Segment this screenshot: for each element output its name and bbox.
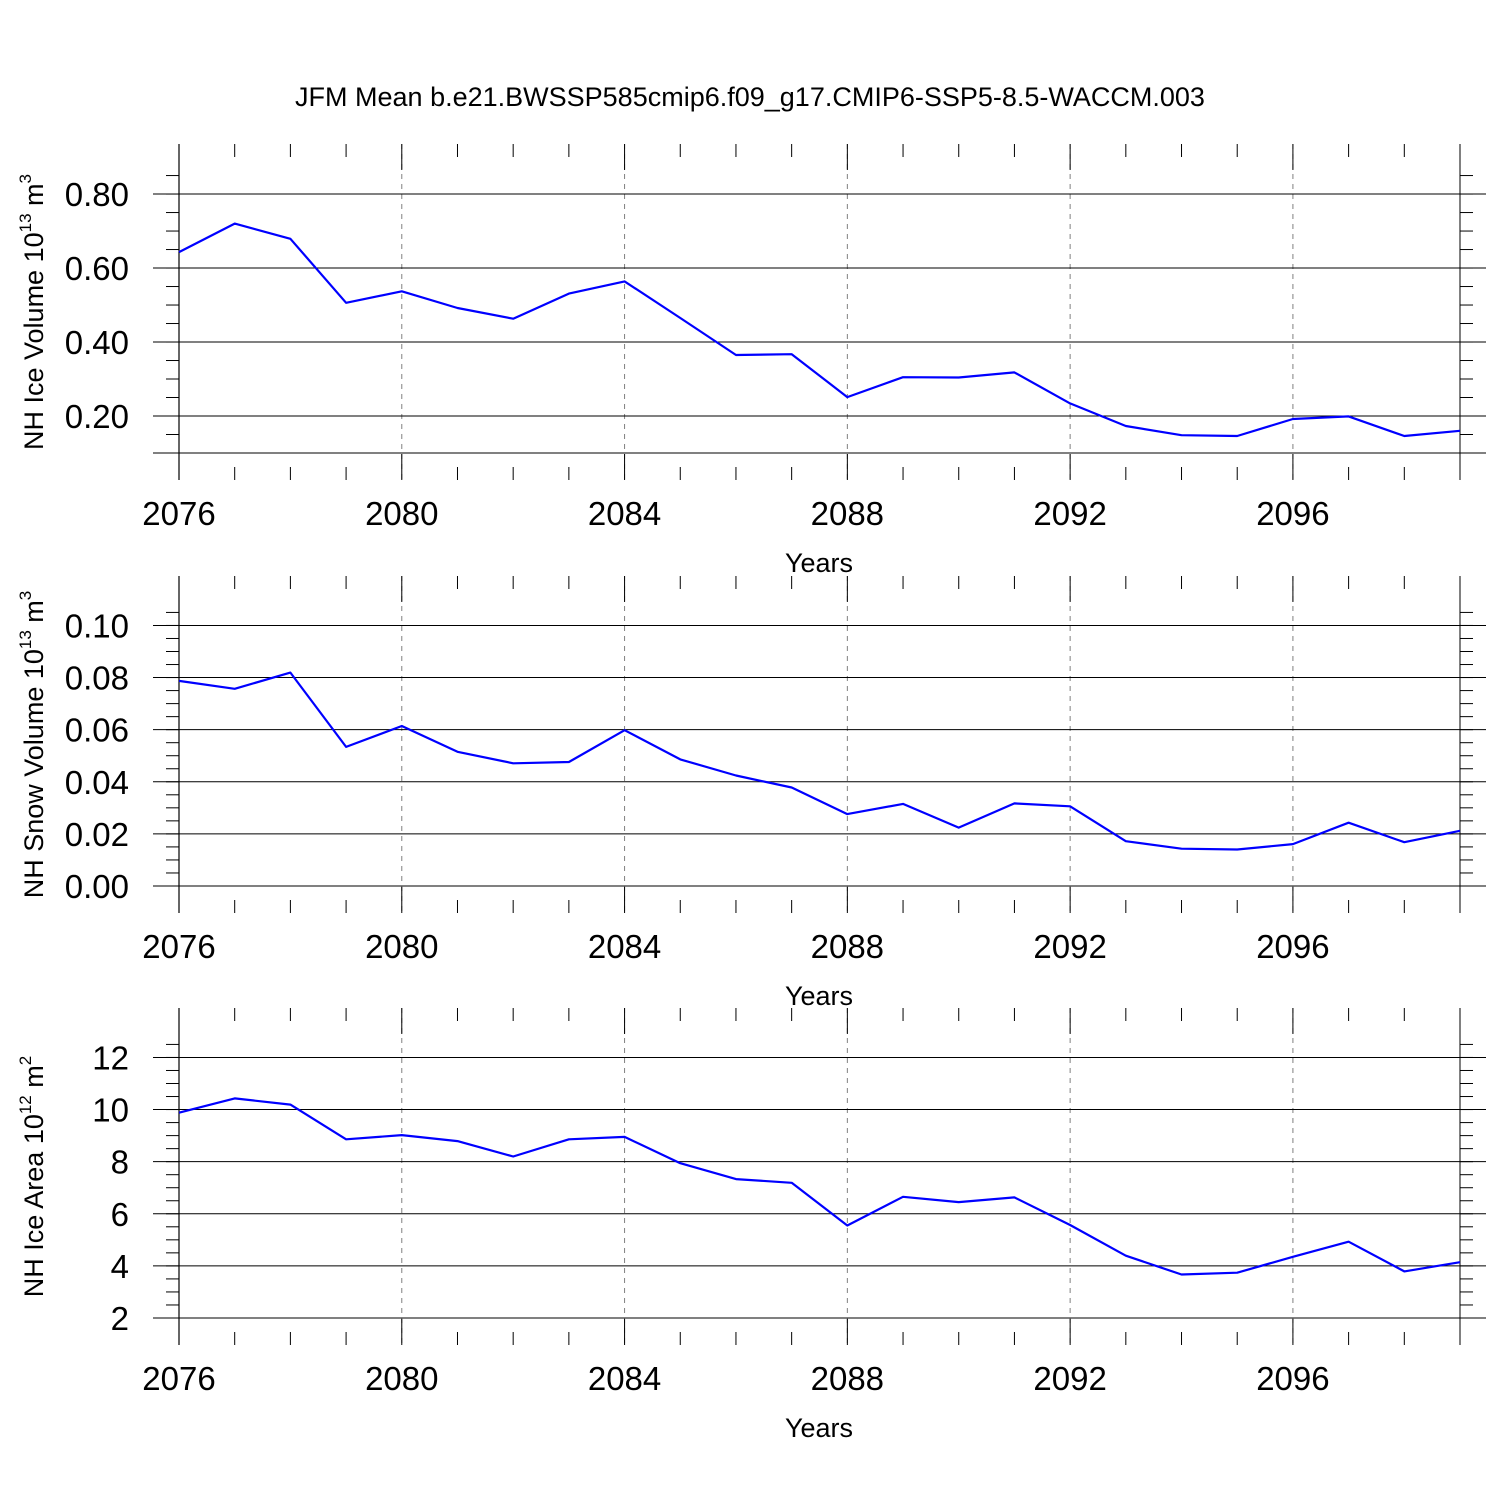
y-tick-label: 0.02 [65, 816, 129, 853]
chart-panel-1: 0.20 0.40 0.60 0.80 2076 2080 2084 2088 2092 2096… [16, 144, 1486, 578]
chart-title: JFM Mean b.e21.BWSSP585cmip6.f09_g17.CMI… [295, 82, 1205, 112]
y-axis-label-unit-exp: 3 [16, 591, 35, 600]
y-axis-label-unit: m [19, 600, 49, 630]
x-axis-label: Years [785, 981, 853, 1011]
y-tick-label: 0.20 [65, 398, 129, 435]
y-tick-label: 8 [111, 1144, 129, 1181]
x-tick-label: 2084 [588, 1360, 661, 1397]
x-tick-label: 2092 [1033, 928, 1106, 965]
y-axis-label-exp: 13 [16, 213, 35, 232]
y-axis-label-unit: m [19, 1065, 49, 1095]
y-axis-label: NH Snow Volume 1013 m3 [16, 591, 49, 899]
series-line [178, 671, 1461, 851]
y-tick-label: 0.80 [65, 176, 129, 213]
series-line [178, 222, 1461, 438]
x-tick-label: 2088 [811, 495, 884, 532]
x-tick-label: 2096 [1256, 1360, 1329, 1397]
y-axis-label-text: NH Ice Volume 10 [19, 232, 49, 450]
x-tick-label: 2096 [1256, 495, 1329, 532]
y-tick-label: 0.00 [65, 868, 129, 905]
x-tick-label: 2080 [365, 495, 438, 532]
x-tick-label: 2080 [365, 928, 438, 965]
series-line [178, 1097, 1461, 1276]
x-tick-label: 2084 [588, 495, 661, 532]
y-axis-label-text: NH Ice Area 10 [19, 1114, 49, 1297]
y-tick-label: 0.06 [65, 712, 129, 749]
x-tick-label: 2088 [811, 928, 884, 965]
chart-panel-3: 2 4 6 8 10 12 2076 2080 2084 2088 2092 2096 Years NH … [16, 1008, 1486, 1443]
x-tick-label: 2096 [1256, 928, 1329, 965]
chart-panels: 0.20 0.40 0.60 0.80 2076 2080 2084 2088 2092 2096… [16, 144, 1486, 1443]
x-axis-label: Years [785, 1413, 853, 1443]
y-tick-label: 4 [111, 1248, 129, 1285]
y-tick-label: 0.40 [65, 324, 129, 361]
y-tick-label: 6 [111, 1196, 129, 1233]
y-axis-label-unit: m [19, 183, 49, 213]
x-tick-label: 2088 [811, 1360, 884, 1397]
y-axis-label-exp: 12 [16, 1095, 35, 1114]
y-tick-label: 0.10 [65, 607, 129, 644]
chart-panel-2: 0.00 0.02 0.04 0.06 0.08 0.10 2076 2080 2084 2088… [16, 576, 1486, 1011]
y-axis-label: NH Ice Area 1012 m2 [16, 1056, 49, 1297]
x-tick-label: 2080 [365, 1360, 438, 1397]
y-tick-label: 10 [92, 1092, 129, 1129]
x-tick-label: 2084 [588, 928, 661, 965]
x-tick-label: 2076 [142, 1360, 215, 1397]
y-tick-label: 0.08 [65, 660, 129, 697]
x-tick-label: 2092 [1033, 1360, 1106, 1397]
y-tick-label: 12 [92, 1039, 129, 1076]
y-tick-label: 0.04 [65, 764, 129, 801]
y-axis-label-unit-exp: 3 [16, 174, 35, 183]
x-tick-label: 2076 [142, 928, 215, 965]
y-tick-label: 0.60 [65, 250, 129, 287]
y-tick-label: 2 [111, 1300, 129, 1337]
y-axis-label-exp: 13 [16, 630, 35, 649]
y-axis-label: NH Ice Volume 1013 m3 [16, 174, 49, 450]
x-tick-label: 2092 [1033, 495, 1106, 532]
y-axis-label-unit-exp: 2 [16, 1056, 35, 1065]
y-axis-label-text: NH Snow Volume 10 [19, 649, 49, 898]
x-axis-label: Years [785, 548, 853, 578]
x-tick-label: 2076 [142, 495, 215, 532]
